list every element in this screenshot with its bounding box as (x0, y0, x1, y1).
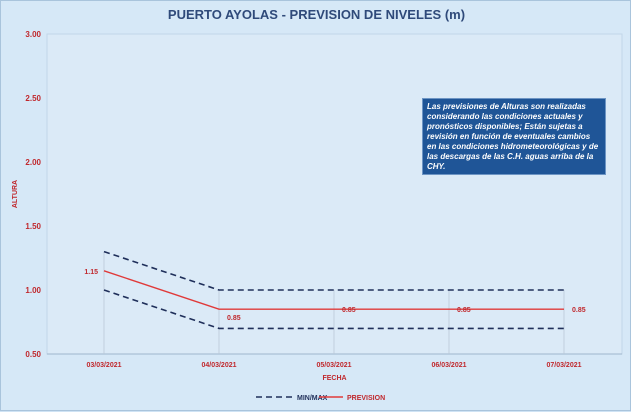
series-line-minmax-upper (103, 250, 564, 291)
plot-area (46, 33, 623, 355)
chart-title: PUERTO AYOLAS - PREVISION DE NIVELES (m) (167, 7, 466, 22)
x-tick-label: 03/03/2021 (86, 362, 121, 369)
x-tick-label: 07/03/2021 (546, 362, 581, 369)
series-line-minmax-lower (103, 289, 564, 330)
series-line-prevision (103, 270, 564, 310)
legend-label-minmax: MIN/MAX (297, 395, 328, 402)
y-axis-label: ALTURA (12, 180, 19, 208)
y-tick-label: 2.50 (25, 94, 41, 103)
data-label: 0.85 (342, 307, 356, 314)
y-tick-label: 0.50 (25, 350, 41, 359)
data-label: 0.85 (227, 315, 241, 322)
data-label: 0.85 (572, 307, 586, 314)
x-tick-label: 06/03/2021 (431, 362, 466, 369)
y-tick-label: 2.00 (25, 158, 41, 167)
legend-label-prevision: PREVISION (347, 395, 385, 402)
data-label: 1.15 (84, 269, 98, 276)
x-axis-label: FECHA (322, 375, 346, 382)
forecast-note: Las previsiones de Alturas son realizada… (422, 98, 606, 175)
y-tick-label: 3.00 (25, 30, 41, 39)
x-tick-label: 04/03/2021 (201, 362, 236, 369)
x-tick-label: 05/03/2021 (316, 362, 351, 369)
y-tick-label: 1.00 (25, 286, 41, 295)
y-tick-label: 1.50 (25, 222, 41, 231)
data-label: 0.85 (457, 307, 471, 314)
